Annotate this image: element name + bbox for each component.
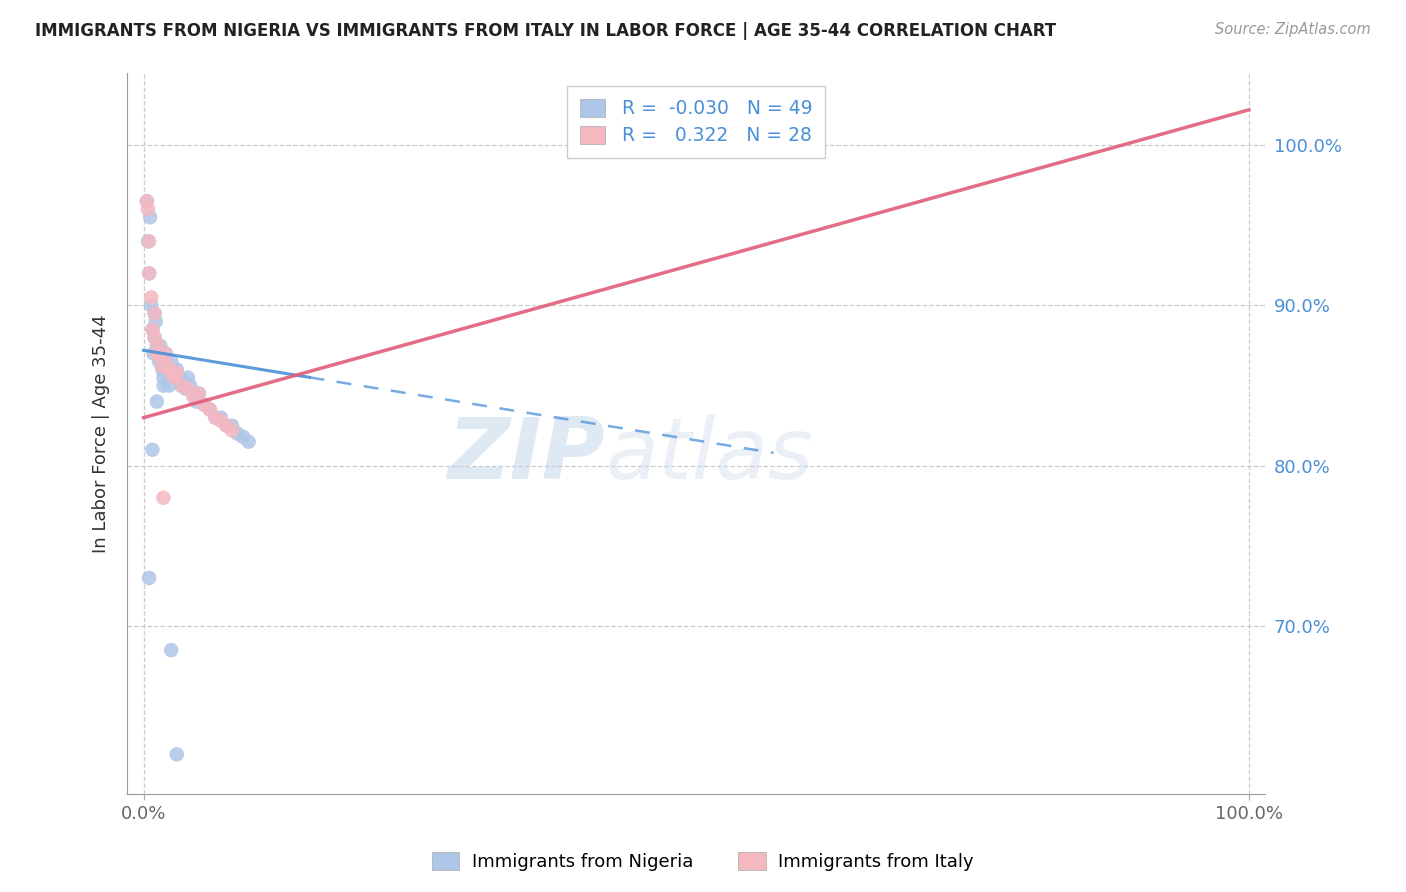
- Point: [146, 346, 169, 360]
- Point: [138, 235, 160, 249]
- Point: [150, 362, 173, 376]
- Point: [143, 330, 166, 344]
- Point: [209, 410, 232, 425]
- Point: [204, 410, 226, 425]
- Text: atlas: atlas: [605, 414, 813, 497]
- Point: [167, 370, 190, 384]
- Point: [138, 571, 160, 585]
- Text: ZIP: ZIP: [447, 414, 605, 497]
- Point: [160, 366, 183, 380]
- Point: [166, 366, 188, 380]
- Point: [163, 370, 186, 384]
- Point: [181, 386, 204, 401]
- Point: [143, 306, 166, 320]
- Point: [198, 402, 221, 417]
- Point: [146, 394, 169, 409]
- Point: [172, 374, 194, 388]
- Point: [215, 418, 238, 433]
- Point: [179, 378, 201, 392]
- Point: [146, 338, 169, 352]
- Point: [155, 346, 177, 360]
- Point: [160, 643, 183, 657]
- Point: [136, 202, 159, 217]
- Point: [215, 418, 238, 433]
- Point: [149, 338, 172, 352]
- Point: [174, 382, 197, 396]
- Point: [155, 346, 177, 360]
- Text: IMMIGRANTS FROM NIGERIA VS IMMIGRANTS FROM ITALY IN LABOR FORCE | AGE 35-44 CORR: IMMIGRANTS FROM NIGERIA VS IMMIGRANTS FR…: [35, 22, 1056, 40]
- Point: [163, 370, 186, 384]
- Point: [150, 354, 173, 368]
- Point: [146, 338, 169, 352]
- Point: [170, 378, 193, 392]
- Point: [152, 370, 174, 384]
- Point: [141, 442, 163, 457]
- Point: [152, 491, 174, 505]
- Point: [221, 424, 243, 438]
- Point: [143, 330, 166, 344]
- Point: [157, 378, 180, 392]
- Point: [148, 354, 170, 368]
- Point: [166, 362, 188, 376]
- Point: [135, 194, 157, 209]
- Point: [141, 298, 163, 312]
- Point: [172, 378, 194, 392]
- Point: [138, 266, 160, 280]
- Point: [209, 414, 232, 428]
- Point: [152, 378, 174, 392]
- Y-axis label: In Labor Force | Age 35-44: In Labor Force | Age 35-44: [93, 314, 110, 553]
- Point: [141, 322, 163, 336]
- Point: [156, 359, 179, 374]
- Point: [138, 266, 160, 280]
- Point: [177, 382, 200, 396]
- Point: [146, 346, 169, 360]
- Point: [150, 359, 173, 374]
- Point: [177, 370, 200, 384]
- Point: [186, 394, 208, 409]
- Point: [156, 362, 179, 376]
- Point: [160, 354, 183, 368]
- Point: [166, 747, 188, 762]
- Point: [145, 314, 167, 328]
- Point: [232, 430, 254, 444]
- Legend: R =  -0.030   N = 49, R =   0.322   N = 28: R = -0.030 N = 49, R = 0.322 N = 28: [567, 86, 825, 159]
- Text: Source: ZipAtlas.com: Source: ZipAtlas.com: [1215, 22, 1371, 37]
- Point: [139, 211, 162, 225]
- Point: [198, 402, 221, 417]
- Point: [143, 306, 166, 320]
- Point: [193, 398, 215, 412]
- Point: [162, 366, 184, 380]
- Point: [141, 322, 163, 336]
- Point: [187, 386, 209, 401]
- Point: [204, 410, 226, 425]
- Point: [193, 398, 215, 412]
- Point: [221, 418, 243, 433]
- Point: [135, 194, 157, 209]
- Point: [187, 386, 209, 401]
- Point: [136, 235, 159, 249]
- Point: [156, 370, 179, 384]
- Point: [141, 290, 163, 304]
- Point: [142, 346, 165, 360]
- Point: [238, 434, 260, 449]
- Point: [181, 390, 204, 404]
- Point: [226, 426, 249, 441]
- Legend: Immigrants from Nigeria, Immigrants from Italy: Immigrants from Nigeria, Immigrants from…: [425, 845, 981, 879]
- Point: [149, 350, 172, 364]
